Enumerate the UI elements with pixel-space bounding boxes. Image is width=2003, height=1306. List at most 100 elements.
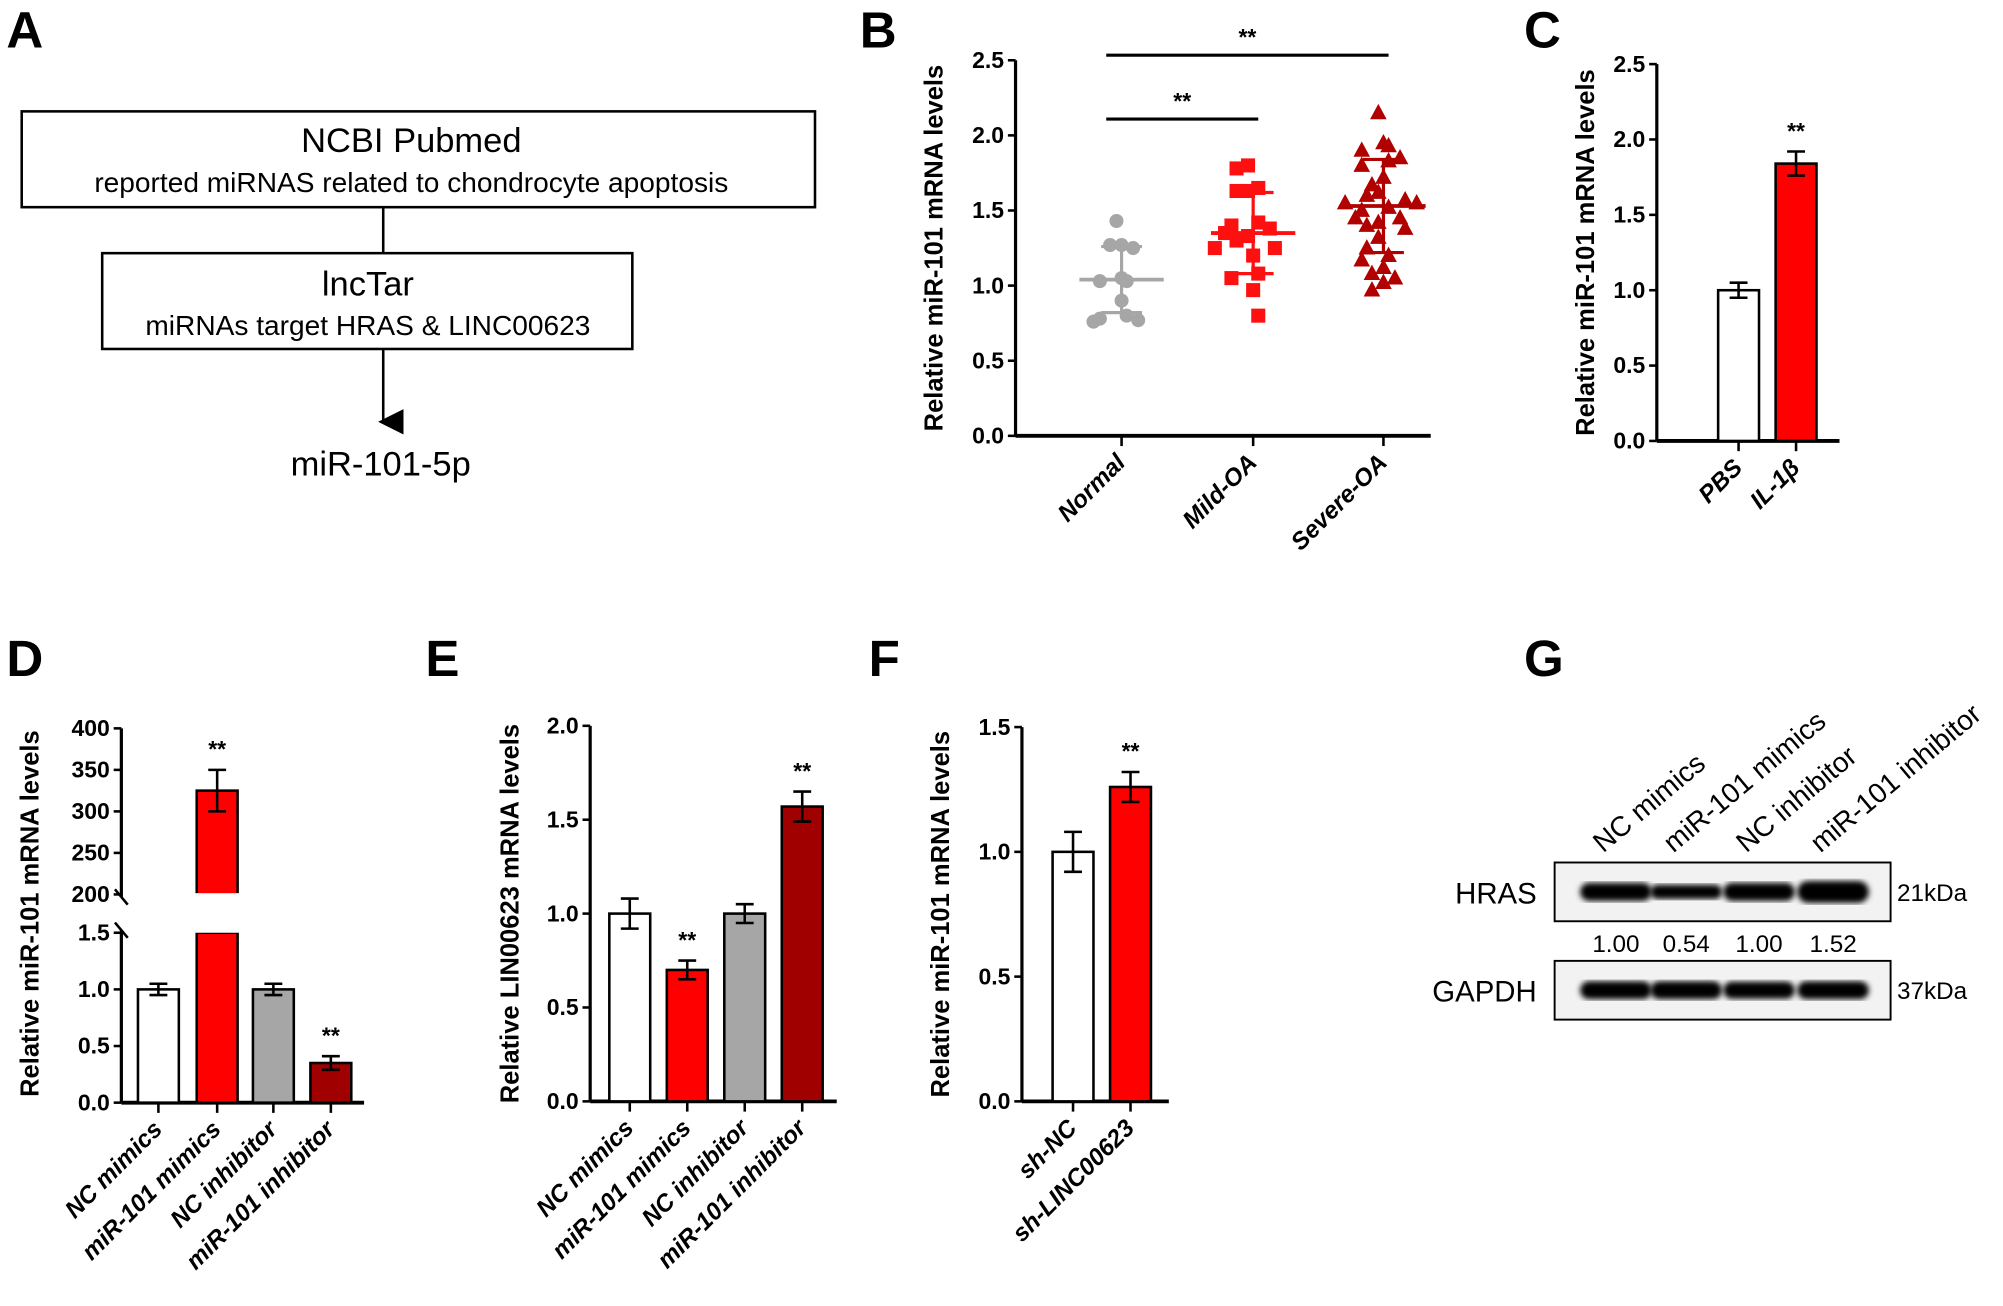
data-point [1358, 186, 1376, 202]
data-point [1358, 239, 1376, 255]
y-tick-label: 1.0 [1613, 277, 1645, 303]
flowchart-result: miR-101-5p [291, 445, 471, 483]
significance-label: ** [1122, 738, 1140, 764]
y-axis-title: Relative miR-101 mRNA levels [927, 731, 955, 1098]
data-point [1375, 258, 1392, 274]
panel-letter-b: B [860, 2, 897, 59]
y-tick-label: 1.0 [978, 839, 1010, 865]
y-tick-label: 0.0 [78, 1089, 110, 1115]
flowchart-box-lnctar [100, 251, 634, 351]
data-point [1353, 156, 1371, 172]
significance-label: ** [208, 736, 226, 762]
y-tick-label: 1.5 [978, 714, 1010, 740]
y-tick-label: 0.0 [547, 1088, 579, 1114]
panel-letter-c: C [1524, 2, 1561, 59]
y-tick-label: 1.0 [547, 900, 579, 926]
axis-break-mark [113, 888, 129, 906]
data-point [1251, 215, 1266, 230]
y-tick-label: 1.0 [78, 976, 110, 1002]
y-tick-label: 350 [71, 757, 109, 783]
bar-nc-mimics [608, 912, 652, 1103]
flowchart-box2-subtitle: miRNAs target HRAS & LINC00623 [145, 310, 590, 341]
bar-mir-101-inhibitor [780, 805, 824, 1103]
data-point [1086, 314, 1101, 329]
flowchart-box2-title: lncTar [322, 265, 414, 303]
y-tick-label: 250 [71, 840, 109, 866]
y-tick-label: 300 [71, 798, 109, 824]
data-point [1391, 209, 1409, 225]
blot-band [1723, 882, 1795, 901]
y-axis-title: Relative miR-101 mRNA levels [1572, 69, 1600, 436]
blot-band [1580, 981, 1652, 1000]
y-axis-title: Relative LIN00623 mRNA levels [497, 724, 525, 1103]
blot-band [1580, 882, 1652, 901]
bar-sh-nc [1051, 850, 1095, 1103]
blot-band [1797, 981, 1869, 1000]
panel-letter-f: F [869, 630, 900, 687]
bar-pbs [1716, 288, 1761, 443]
bar-nc-inhibitor [251, 988, 296, 1104]
y-tick-label: 2.0 [547, 712, 579, 738]
data-point [1363, 264, 1381, 280]
x-tick-label: IL-1β [1745, 454, 1805, 514]
data-point [1347, 209, 1364, 225]
y-tick-label: 1.5 [547, 806, 579, 832]
charts: 0.0 0.5 1.0 1.5 2.0 2.5 Normal Mild-OA Severe-OA… [16, 24, 1840, 1275]
y-tick-label: 0.5 [1613, 352, 1645, 378]
blot-band [1797, 880, 1869, 903]
panel-letter-g: G [1524, 630, 1564, 687]
significance-label: ** [1787, 118, 1805, 144]
data-point [1380, 136, 1397, 153]
y-tick-label: 1.5 [78, 919, 110, 945]
axis-break-mark [113, 921, 129, 939]
blot-band [1650, 981, 1722, 1000]
bar-il-1- [1774, 162, 1818, 443]
y-tick-label: 200 [71, 881, 109, 907]
band-quantification: 0.54 [1663, 931, 1710, 958]
kda-label: 21kDa [1897, 880, 1968, 907]
y-tick-label: 2.5 [972, 47, 1004, 73]
y-tick-label: 2.0 [1613, 126, 1645, 152]
data-point [1267, 241, 1282, 256]
bar-nc-inhibitor [723, 912, 767, 1103]
x-tick-label: Normal [1053, 448, 1132, 527]
significance-label: ** [1173, 88, 1191, 114]
panel-letter-d: D [6, 630, 43, 687]
x-tick-label: Mild-OA [1178, 449, 1263, 534]
band-quantification: 1.00 [1735, 931, 1782, 958]
data-point [1229, 233, 1244, 248]
bar-mir-101-mimics-lower [195, 931, 239, 1104]
flowchart-box-pubmed [20, 110, 817, 209]
y-tick-label: 400 [71, 715, 109, 741]
band-quantification: 1.00 [1592, 931, 1639, 958]
y-tick-label: 0.5 [972, 347, 1004, 373]
data-point [1363, 281, 1381, 297]
x-tick-label: PBS [1694, 454, 1748, 508]
y-tick-label: 0.0 [972, 423, 1004, 449]
protein-label: GAPDH [1432, 976, 1536, 1009]
data-point [1207, 241, 1222, 256]
data-point [1131, 313, 1146, 328]
y-tick-label: 2.5 [1613, 51, 1645, 77]
significance-label: ** [322, 1022, 340, 1048]
kda-label: 37kDa [1897, 978, 1968, 1005]
x-tick-label: Severe-OA [1286, 449, 1393, 556]
y-tick-label: 1.5 [1613, 202, 1645, 228]
bar-nc-mimics [136, 988, 181, 1104]
bar-sh-linc00623 [1108, 785, 1153, 1103]
y-tick-label: 0.5 [547, 994, 579, 1020]
data-point [1246, 283, 1261, 298]
data-point [1363, 176, 1381, 192]
data-point [1396, 191, 1414, 207]
band-quantification: 1.52 [1809, 931, 1856, 958]
significance-label: ** [1238, 24, 1256, 50]
blot-band [1723, 981, 1795, 999]
flowchart-box1-subtitle: reported miRNAS related to chondrocyte a… [94, 167, 728, 198]
significance-label: ** [678, 927, 696, 953]
